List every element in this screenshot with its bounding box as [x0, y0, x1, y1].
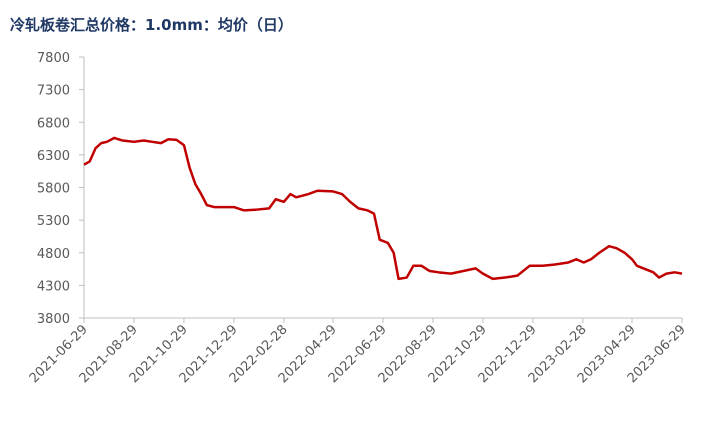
chart-title: 冷轧板卷汇总价格：1.0mm：均价（日） [10, 16, 293, 34]
price-line [83, 136, 683, 281]
y-tick-label: 6300 [37, 149, 70, 164]
y-tick-label: 6800 [37, 116, 70, 131]
y-tick-label: 7800 [37, 51, 70, 66]
y-tick-label: 4800 [37, 247, 70, 262]
y-tick-label: 3800 [37, 312, 70, 327]
y-tick-label: 7300 [37, 84, 70, 99]
y-tick-label: 5300 [37, 214, 70, 229]
y-tick-label: 4300 [37, 279, 70, 294]
y-tick-label: 5800 [37, 182, 70, 197]
